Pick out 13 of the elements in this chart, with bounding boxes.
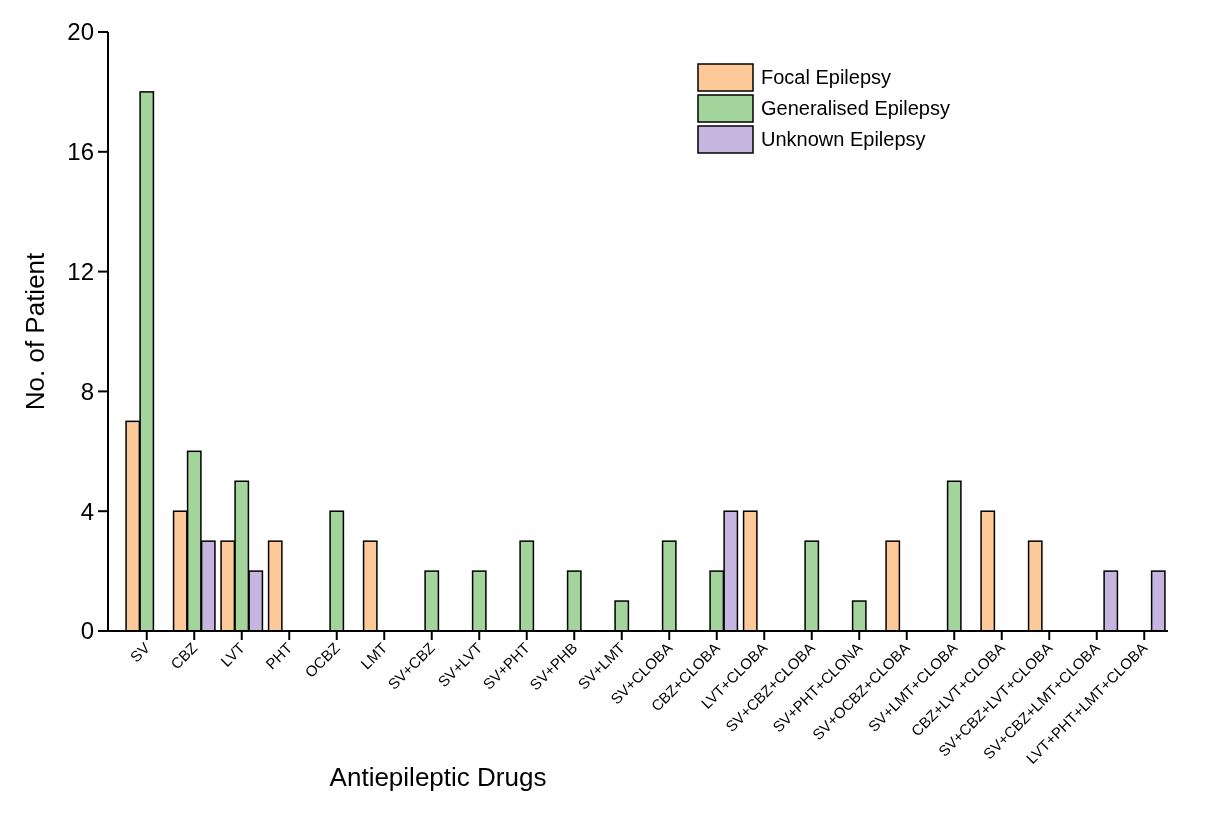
x-tick-label: SV [126, 639, 153, 666]
y-tick-label: 0 [80, 617, 94, 645]
legend-label: Focal Epilepsy [761, 66, 892, 88]
y-axis-title: No. of Patient [20, 251, 50, 411]
legend-label: Unknown Epilepsy [761, 128, 926, 150]
y-tick-label: 16 [67, 138, 94, 166]
x-axis-title: Antiepileptic Drugs [329, 762, 547, 792]
y-tick-label: 20 [67, 18, 94, 46]
y-tick-label: 8 [80, 377, 94, 405]
y-tick-label: 12 [67, 258, 94, 285]
y-tick-label: 4 [80, 497, 94, 525]
x-tick-label: LVT [217, 639, 248, 670]
legend-label: Generalised Epilepsy [761, 97, 950, 119]
